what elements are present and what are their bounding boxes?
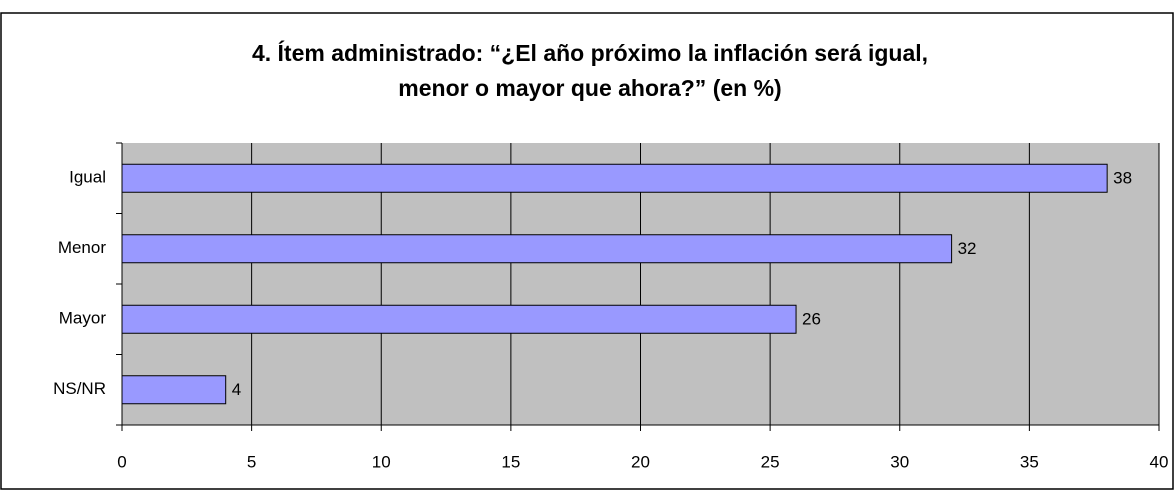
x-tick-label: 25 — [761, 452, 780, 471]
x-tick-label: 0 — [117, 452, 126, 471]
x-tick-label: 20 — [631, 452, 650, 471]
x-tick-label: 5 — [247, 452, 256, 471]
data-label: 4 — [232, 380, 241, 399]
bar — [121, 163, 1108, 193]
chart-title: 4. Ítem administrado: “¿El año próximo l… — [252, 39, 928, 66]
x-tick-label: 30 — [890, 452, 909, 471]
y-tick-label: Mayor — [59, 309, 107, 328]
x-tick-label: 10 — [372, 452, 391, 471]
bar — [121, 375, 227, 405]
x-tick-label: 40 — [1150, 452, 1169, 471]
y-tick-label: Menor — [58, 238, 107, 257]
x-tick-label: 35 — [1020, 452, 1039, 471]
chart-title: menor o mayor que ahora?” (en %) — [398, 75, 781, 101]
data-label: 26 — [802, 310, 821, 329]
x-tick-label: 15 — [501, 452, 520, 471]
data-label: 32 — [958, 239, 977, 258]
y-tick-label: Igual — [69, 168, 106, 187]
y-tick-label: NS/NR — [53, 379, 106, 398]
bar — [121, 234, 953, 264]
bar — [121, 304, 797, 334]
data-label: 38 — [1113, 169, 1132, 188]
